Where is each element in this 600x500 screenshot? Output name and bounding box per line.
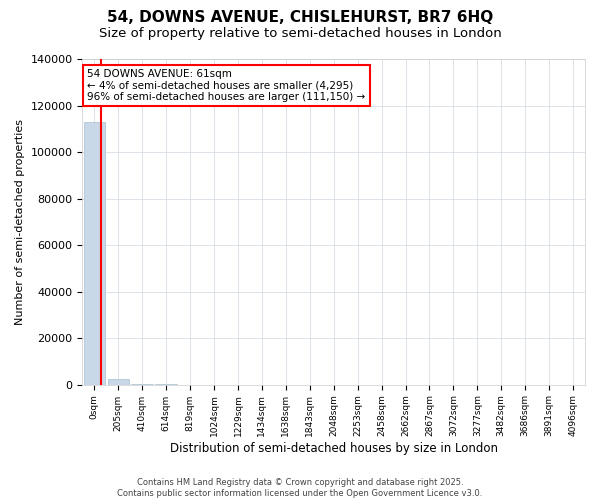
Bar xyxy=(107,380,129,384)
Bar xyxy=(83,122,105,384)
Text: 54 DOWNS AVENUE: 61sqm
← 4% of semi-detached houses are smaller (4,295)
96% of s: 54 DOWNS AVENUE: 61sqm ← 4% of semi-deta… xyxy=(88,69,365,102)
Text: Size of property relative to semi-detached houses in London: Size of property relative to semi-detach… xyxy=(98,28,502,40)
X-axis label: Distribution of semi-detached houses by size in London: Distribution of semi-detached houses by … xyxy=(170,442,498,455)
Text: Contains HM Land Registry data © Crown copyright and database right 2025.
Contai: Contains HM Land Registry data © Crown c… xyxy=(118,478,482,498)
Text: 54, DOWNS AVENUE, CHISLEHURST, BR7 6HQ: 54, DOWNS AVENUE, CHISLEHURST, BR7 6HQ xyxy=(107,10,493,25)
Y-axis label: Number of semi-detached properties: Number of semi-detached properties xyxy=(15,119,25,325)
